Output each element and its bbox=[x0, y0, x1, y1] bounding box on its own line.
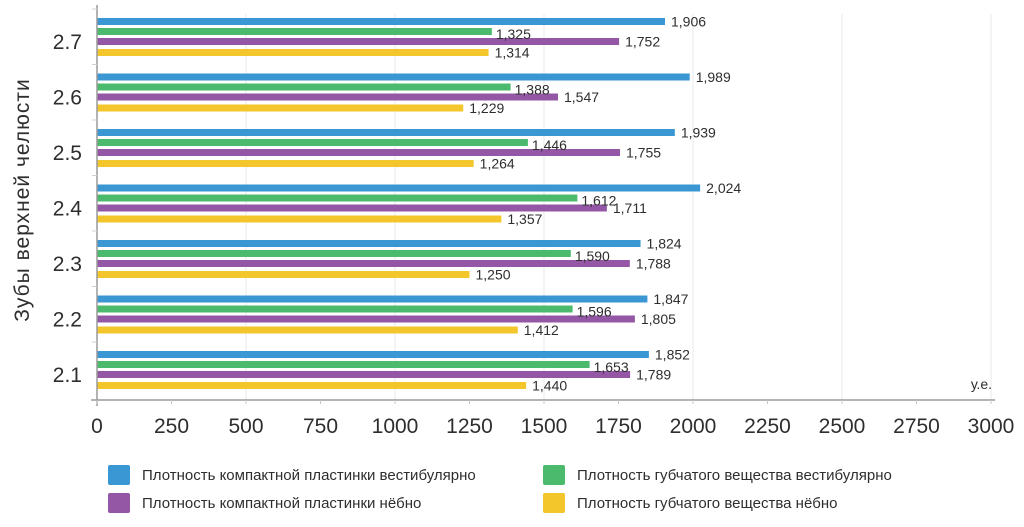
data-label: 1,847 bbox=[653, 291, 688, 307]
x-tick-label: 2750 bbox=[893, 415, 940, 438]
x-tick-label: 0 bbox=[91, 415, 103, 438]
bar bbox=[97, 38, 620, 45]
data-label: 1,596 bbox=[577, 304, 612, 320]
bar bbox=[97, 305, 573, 313]
bar bbox=[97, 361, 590, 368]
data-label: 1,788 bbox=[636, 256, 671, 272]
data-label: 1,547 bbox=[564, 89, 599, 105]
data-label: 1,325 bbox=[496, 26, 531, 42]
bar bbox=[97, 149, 620, 156]
data-label: 1,755 bbox=[626, 145, 661, 161]
data-label: 1,989 bbox=[696, 69, 731, 85]
x-tick-label: 2250 bbox=[744, 415, 791, 438]
bar bbox=[97, 260, 630, 267]
y-category-label: 2.7 bbox=[53, 31, 82, 54]
x-tick-label: 250 bbox=[154, 415, 189, 438]
data-label: 1,229 bbox=[469, 100, 504, 116]
bar bbox=[97, 351, 649, 358]
data-label: 1,357 bbox=[507, 211, 542, 227]
y-category-label: 2.2 bbox=[53, 309, 82, 332]
x-tick-label: 2000 bbox=[670, 415, 717, 438]
y-axis-categories: 2.7 2.6 2.5 2.4 2.3 2.2 2.1 bbox=[53, 8, 97, 387]
bar bbox=[97, 204, 607, 212]
x-tick-label: 1000 bbox=[372, 415, 419, 438]
data-label: 1,440 bbox=[532, 378, 567, 394]
data-label: 1,789 bbox=[636, 367, 671, 383]
data-label: 1,590 bbox=[575, 248, 610, 264]
x-tick-label: 500 bbox=[228, 415, 263, 438]
data-label: 1,388 bbox=[515, 82, 550, 98]
x-tick-label: 1500 bbox=[521, 415, 568, 438]
bar bbox=[97, 28, 492, 35]
x-axis-unit-label: у.е. bbox=[971, 376, 992, 392]
bar bbox=[97, 93, 559, 101]
bar bbox=[97, 326, 518, 334]
bar bbox=[97, 271, 470, 278]
bar bbox=[97, 215, 502, 223]
bar bbox=[97, 139, 528, 146]
data-label: 1,906 bbox=[671, 14, 706, 30]
x-tick-label: 1250 bbox=[446, 415, 493, 438]
bar bbox=[97, 240, 641, 247]
bar bbox=[97, 194, 578, 202]
x-tick-label: 750 bbox=[303, 415, 338, 438]
x-tick-label: 1750 bbox=[595, 415, 642, 438]
bar bbox=[97, 371, 631, 378]
bar bbox=[97, 315, 635, 323]
y-category-label: 2.6 bbox=[53, 87, 82, 110]
data-label: 2,024 bbox=[706, 180, 741, 196]
y-category-label: 2.3 bbox=[53, 253, 82, 276]
bar bbox=[97, 382, 527, 389]
data-label: 1,314 bbox=[495, 45, 530, 61]
bar bbox=[97, 129, 675, 136]
data-label: 1,805 bbox=[641, 311, 676, 327]
data-label: 1,446 bbox=[532, 137, 567, 153]
bar bbox=[97, 18, 665, 25]
bar bbox=[97, 250, 571, 257]
data-label: 1,250 bbox=[476, 267, 511, 283]
data-labels: 1,906 1,325 1,752 1,314 1,989 1,388 1,547 1,229… bbox=[469, 14, 741, 394]
y-category-label: 2.1 bbox=[53, 364, 82, 387]
bar bbox=[97, 160, 474, 167]
x-tick-label: 2500 bbox=[819, 415, 866, 438]
bars bbox=[97, 18, 701, 389]
y-category-label: 2.4 bbox=[53, 198, 83, 221]
bar bbox=[97, 73, 690, 81]
y-category-label: 2.5 bbox=[53, 142, 82, 165]
data-label: 1,264 bbox=[480, 156, 515, 172]
bar bbox=[97, 295, 648, 303]
bar bbox=[97, 184, 701, 192]
data-label: 1,612 bbox=[581, 193, 616, 209]
data-label: 1,939 bbox=[681, 125, 716, 141]
x-axis-ticks: 0 250 500 750 1000 1250 1500 1750 2000 2250 2500 27… bbox=[91, 400, 1014, 438]
bar bbox=[97, 104, 464, 112]
data-label: 1,752 bbox=[625, 34, 660, 50]
data-label: 1,412 bbox=[524, 322, 559, 338]
y-axis-title: Зубы верхней челюсти bbox=[11, 78, 34, 322]
data-label: 1,852 bbox=[655, 347, 690, 363]
bar bbox=[97, 49, 489, 56]
x-tick-label: 3000 bbox=[968, 415, 1015, 438]
data-label: 1,711 bbox=[613, 200, 647, 216]
data-label: 1,824 bbox=[647, 236, 682, 252]
data-label: 1,653 bbox=[594, 359, 629, 375]
bar bbox=[97, 83, 511, 91]
axes bbox=[91, 5, 995, 406]
